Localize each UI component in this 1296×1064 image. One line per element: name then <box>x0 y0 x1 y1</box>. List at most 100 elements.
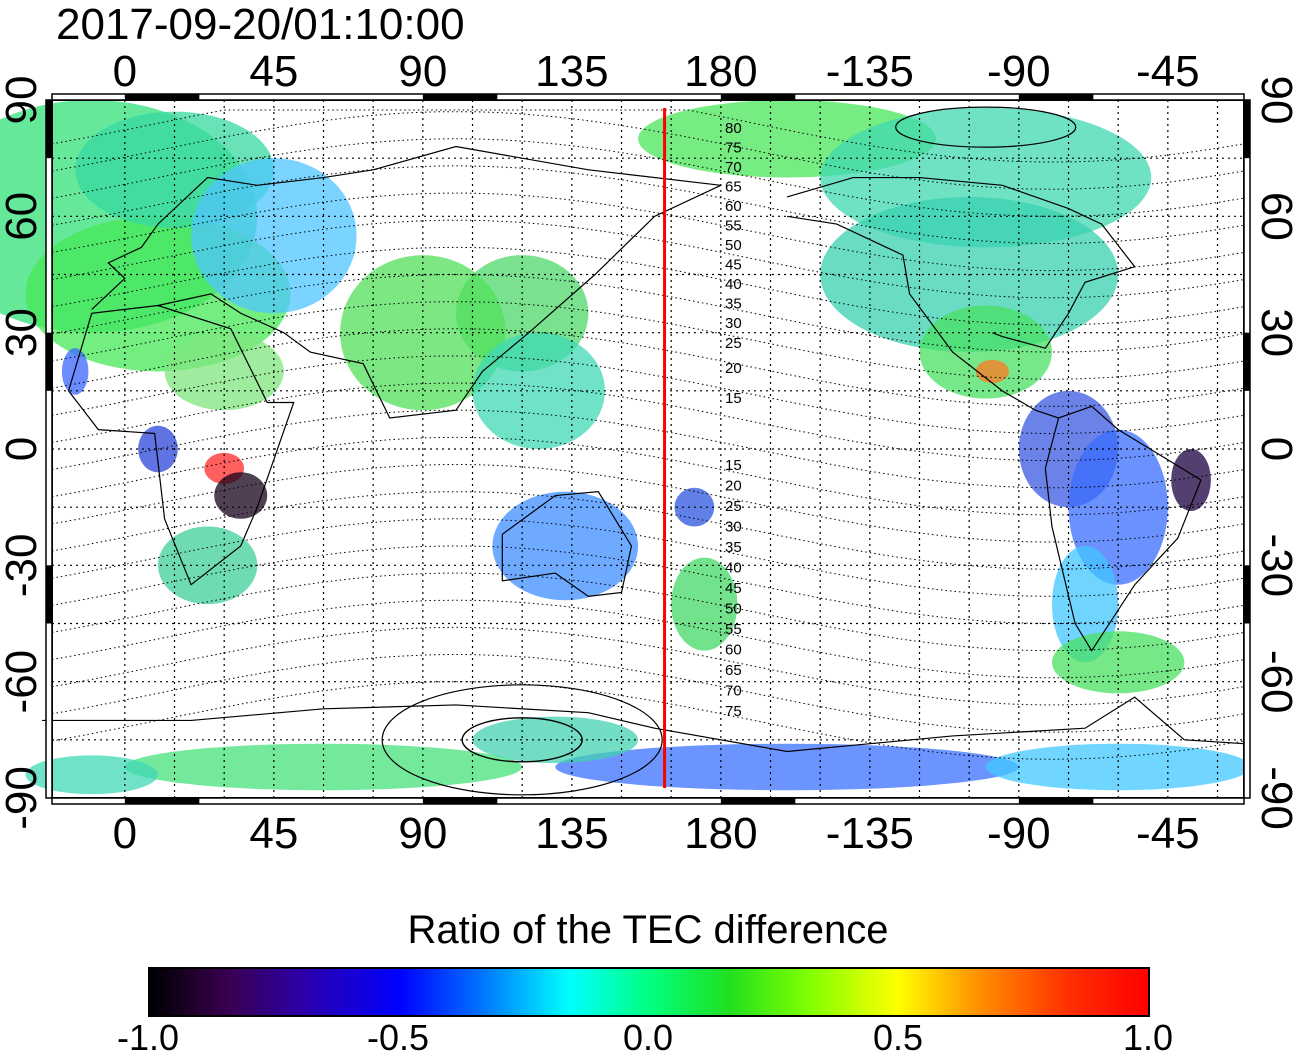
lon-tick-top-5: -135 <box>826 47 914 96</box>
colorbar-tick-4: 1.0 <box>1122 1017 1174 1058</box>
lon-tick-top-1: 45 <box>249 47 298 96</box>
colorbar <box>148 967 1150 1017</box>
bottom-frame-bar <box>51 797 1245 805</box>
contour-label-n-0: 80 <box>725 120 742 137</box>
bottom-frame-seg-4 <box>720 798 796 804</box>
lon-tick-top-4: 180 <box>684 47 757 96</box>
tec-patch-29 <box>472 716 639 764</box>
lon-tick-top-3: 135 <box>535 47 608 96</box>
tec-patch-8 <box>61 348 89 395</box>
contour--8 <box>51 626 1245 706</box>
left-frame-bar <box>45 99 53 799</box>
contour-label-n-6: 50 <box>725 237 742 254</box>
contour-label-s-5: 40 <box>725 560 742 577</box>
contour-label-s-0: 15 <box>725 457 742 474</box>
bottom-frame-seg-2 <box>422 798 498 804</box>
tec-patch-11 <box>340 255 506 411</box>
contour-0 <box>51 409 1245 489</box>
contour-label-s-1: 20 <box>725 478 742 495</box>
top-frame-seg-6 <box>1018 94 1094 100</box>
contour--7 <box>51 599 1245 679</box>
contour-label-n-4: 60 <box>725 198 742 215</box>
contour-2 <box>51 355 1245 434</box>
lon-tick-bottom-1: 45 <box>249 809 298 858</box>
contour-label-n-7: 45 <box>725 257 742 274</box>
lat-tick-left-1: 60 <box>0 192 46 241</box>
coastline-2 <box>157 184 722 419</box>
lon-tick-top-7: -45 <box>1136 47 1200 96</box>
tec-patch-22 <box>1068 429 1168 585</box>
south-pole-contour-outer <box>381 684 663 796</box>
lat-tick-right-2: 30 <box>1252 308 1296 357</box>
contour-3 <box>51 328 1245 407</box>
contour--6 <box>51 572 1245 652</box>
contour-label-n-12: 20 <box>725 360 742 377</box>
tec-patch-6 <box>214 472 268 519</box>
lat-tick-left-6: -90 <box>0 766 46 830</box>
tec-data-layer <box>0 99 1251 795</box>
contour-12 <box>51 109 1245 163</box>
lat-tick-right-6: -90 <box>1252 766 1296 830</box>
lat-tick-right-0: 90 <box>1252 76 1296 125</box>
tec-patch-3 <box>191 158 357 314</box>
contour-label-n-3: 65 <box>725 179 742 196</box>
contour-6 <box>51 246 1245 326</box>
contour-8 <box>51 192 1245 272</box>
top-frame-seg-2 <box>422 94 498 100</box>
contour--3 <box>51 491 1245 570</box>
coastline-4 <box>786 215 1202 652</box>
tec-patch-20 <box>975 359 1009 384</box>
contour-1 <box>51 382 1245 462</box>
lat-tick-right-4: -30 <box>1252 534 1296 598</box>
lat-tick-left-5: -60 <box>0 650 46 714</box>
lon-tick-bottom-3: 135 <box>535 809 608 858</box>
contour-label-n-1: 75 <box>725 140 742 157</box>
contour-label-s-8: 55 <box>725 621 742 638</box>
contour-label-n-5: 55 <box>725 218 742 235</box>
contour--10 <box>51 681 1245 760</box>
lon-tick-top-2: 90 <box>398 47 447 96</box>
colorbar-tick-1: -0.5 <box>366 1017 430 1058</box>
top-frame-seg-0 <box>124 94 200 100</box>
contour-label-n-11: 25 <box>725 335 742 352</box>
left-frame-seg-4 <box>46 565 52 624</box>
lon-tick-bottom-5: -135 <box>826 809 914 858</box>
colorbar-tick-3: 0.5 <box>872 1017 924 1058</box>
lat-tick-right-5: -60 <box>1252 650 1296 714</box>
contour--2 <box>51 464 1245 543</box>
contour-label-s-11: 70 <box>725 683 742 700</box>
coastline-1 <box>91 145 721 310</box>
lat-tick-left-3: 0 <box>0 437 46 461</box>
contour-label-n-2: 70 <box>725 159 742 176</box>
contour--4 <box>51 518 1245 597</box>
contour-5 <box>51 274 1245 353</box>
contour-label-n-8: 40 <box>725 276 742 293</box>
lon-tick-top-0: 0 <box>113 47 137 96</box>
bottom-frame-seg-0 <box>124 798 200 804</box>
contour-lines <box>51 106 1245 796</box>
south-pole-contour-inner <box>461 717 583 763</box>
tec-patch-23 <box>1171 449 1211 512</box>
colorbar-title: Ratio of the TEC difference <box>407 908 889 952</box>
tec-patch-25 <box>1051 631 1185 694</box>
left-frame-seg-0 <box>46 100 52 159</box>
contour--1 <box>51 436 1245 516</box>
lon-tick-bottom-4: 180 <box>684 809 757 858</box>
coastline-6 <box>42 696 1245 753</box>
contour-label-s-4: 35 <box>725 539 742 556</box>
lon-tick-bottom-6: -90 <box>987 809 1051 858</box>
lon-tick-bottom-0: 0 <box>113 809 137 858</box>
north-pole-contour <box>895 106 1077 148</box>
contour-label-s-10: 65 <box>725 662 742 679</box>
colorbar-tick-2: 0.0 <box>622 1017 674 1058</box>
contour--9 <box>51 654 1245 733</box>
top-frame-seg-4 <box>720 94 796 100</box>
map-title: 2017-09-20/01:10:00 <box>56 0 465 49</box>
axis-labels: 0 0 45 45 90 90 135 135 180 180 -135 -135 -90 -90 -45 -… <box>0 47 1296 858</box>
lon-tick-bottom-2: 90 <box>398 809 447 858</box>
contour-9 <box>51 165 1245 244</box>
lat-tick-left-4: -30 <box>0 534 46 598</box>
contour-label-s-12: 75 <box>725 703 742 720</box>
contour-11 <box>51 111 1245 190</box>
contour-10 <box>51 138 1245 217</box>
